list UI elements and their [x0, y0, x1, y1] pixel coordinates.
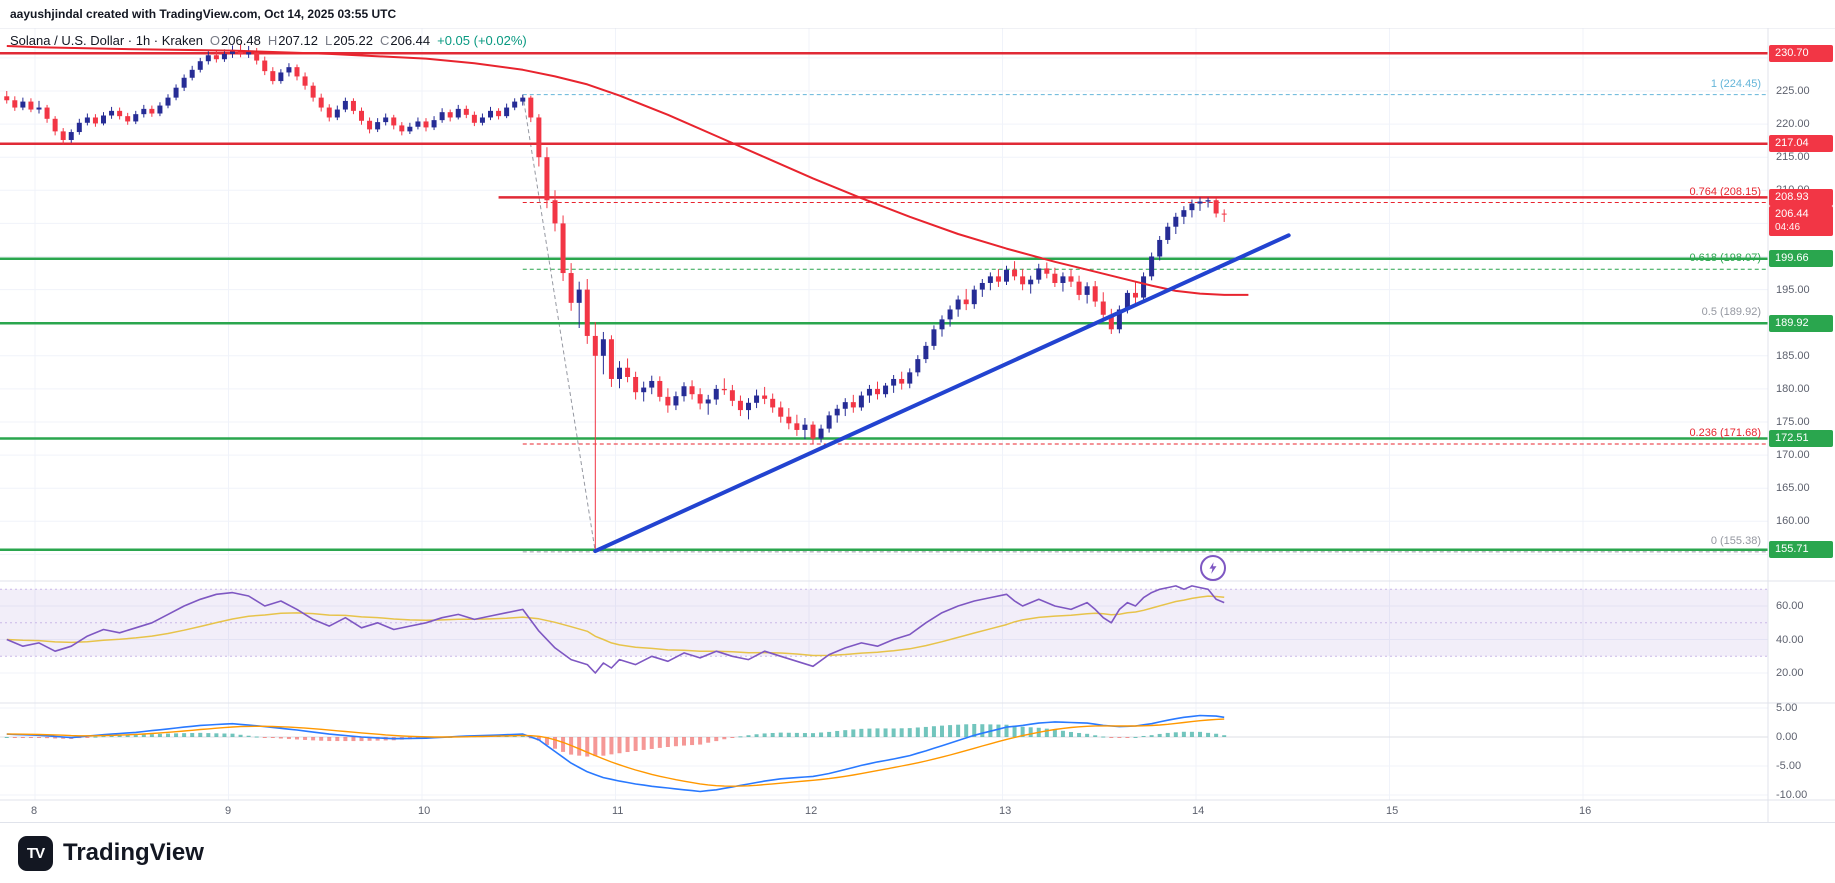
close-label: C	[379, 33, 390, 48]
lightning-bolt-icon	[1209, 562, 1217, 574]
time-axis-label: 16	[1579, 805, 1592, 817]
low-label: L	[324, 33, 333, 48]
price-tick-label: 185.00	[1776, 350, 1810, 362]
grid-lines	[0, 28, 1768, 800]
price-tick-label: 170.00	[1776, 449, 1810, 461]
price-axis[interactable]: USD 225.00220.00215.00210.00195.00185.00…	[1768, 0, 1835, 822]
candlesticks[interactable]	[4, 44, 1227, 552]
price-tick-label: 0.00	[1776, 731, 1798, 743]
price-level-badge: 230.70	[1769, 45, 1833, 62]
time-axis-label: 8	[31, 805, 38, 817]
fib-level-label: 0.618 (198.07)	[1689, 252, 1761, 264]
macd-lines	[6, 714, 1225, 793]
trendline-blue[interactable]	[593, 233, 1291, 554]
price-level-badge: 199.66	[1769, 250, 1833, 267]
close-value: 206.44	[390, 33, 431, 48]
high-label: H	[267, 33, 278, 48]
attribution-text: aayushjindal created with TradingView.co…	[10, 7, 397, 21]
price-tick-label: 5.00	[1776, 702, 1798, 714]
fib-level-label: 1 (224.45)	[1710, 78, 1761, 90]
support-resistance-lines[interactable]	[0, 52, 1768, 551]
symbol-title[interactable]: Solana / U.S. Dollar · 1h · Kraken	[10, 33, 203, 48]
fib-level-label: 0.764 (208.15)	[1689, 186, 1761, 198]
open-label: O	[209, 33, 221, 48]
price-level-badge: 208.93	[1769, 189, 1833, 206]
current-price-badge: 206.44 04:46	[1769, 206, 1833, 236]
fib-level-label: 0.236 (171.68)	[1689, 427, 1761, 439]
rsi-band	[0, 588, 1768, 657]
pane-separators	[0, 0, 1835, 822]
price-level-badge: 172.51	[1769, 430, 1833, 447]
price-tick-label: 215.00	[1776, 151, 1810, 163]
price-level-badge: 217.04	[1769, 135, 1833, 152]
time-axis-label: 9	[225, 805, 232, 817]
macd-histogram	[4, 723, 1227, 757]
change-value: +0.05 (+0.02%)	[437, 33, 527, 48]
fib-level-label: 0 (155.38)	[1710, 535, 1761, 547]
tradingview-logo[interactable]: TV	[18, 835, 53, 871]
footer: TV TradingView	[0, 822, 1835, 883]
chart-canvas[interactable]	[0, 0, 1835, 822]
price-tick-label: 220.00	[1776, 118, 1810, 130]
high-value: 207.12	[278, 33, 318, 48]
price-tick-label: 195.00	[1776, 284, 1810, 296]
time-axis-label: 10	[418, 805, 431, 817]
time-axis-label: 15	[1386, 805, 1399, 817]
time-axis-label: 14	[1192, 805, 1205, 817]
rsi-lines	[6, 585, 1225, 674]
price-tick-label: -10.00	[1776, 789, 1808, 801]
price-tick-label: 60.00	[1776, 600, 1804, 612]
time-axis-label: 12	[805, 805, 818, 817]
bar-countdown: 04:46	[1775, 222, 1801, 233]
time-axis-label: 11	[612, 805, 624, 817]
fib-level-label: 0.5 (189.92)	[1701, 306, 1761, 318]
time-axis[interactable]: 8 9 10 11 12 13 14 15 16	[0, 800, 1768, 822]
flash-icon[interactable]	[1200, 555, 1226, 581]
time-axis-label: 13	[999, 805, 1012, 817]
price-tick-label: 225.00	[1776, 85, 1810, 97]
attribution-bar: aayushjindal created with TradingView.co…	[0, 0, 1835, 28]
price-tick-label: 40.00	[1776, 634, 1804, 646]
price-tick-label: 175.00	[1776, 416, 1810, 428]
price-level-badge: 189.92	[1769, 315, 1833, 332]
price-tick-label: -5.00	[1776, 760, 1802, 772]
open-value: 206.48	[221, 33, 261, 48]
symbol-legend: Solana / U.S. Dollar · 1h · Kraken O 206…	[10, 33, 527, 48]
price-tick-label: 180.00	[1776, 383, 1810, 395]
low-value: 205.22	[333, 33, 373, 48]
price-tick-label: 160.00	[1776, 515, 1810, 527]
ma-line-red	[6, 45, 1249, 296]
tradingview-brand-text[interactable]: TradingView	[63, 839, 204, 866]
price-tick-label: 165.00	[1776, 482, 1810, 494]
price-level-badge: 155.71	[1769, 541, 1833, 558]
price-tick-label: 20.00	[1776, 667, 1804, 679]
